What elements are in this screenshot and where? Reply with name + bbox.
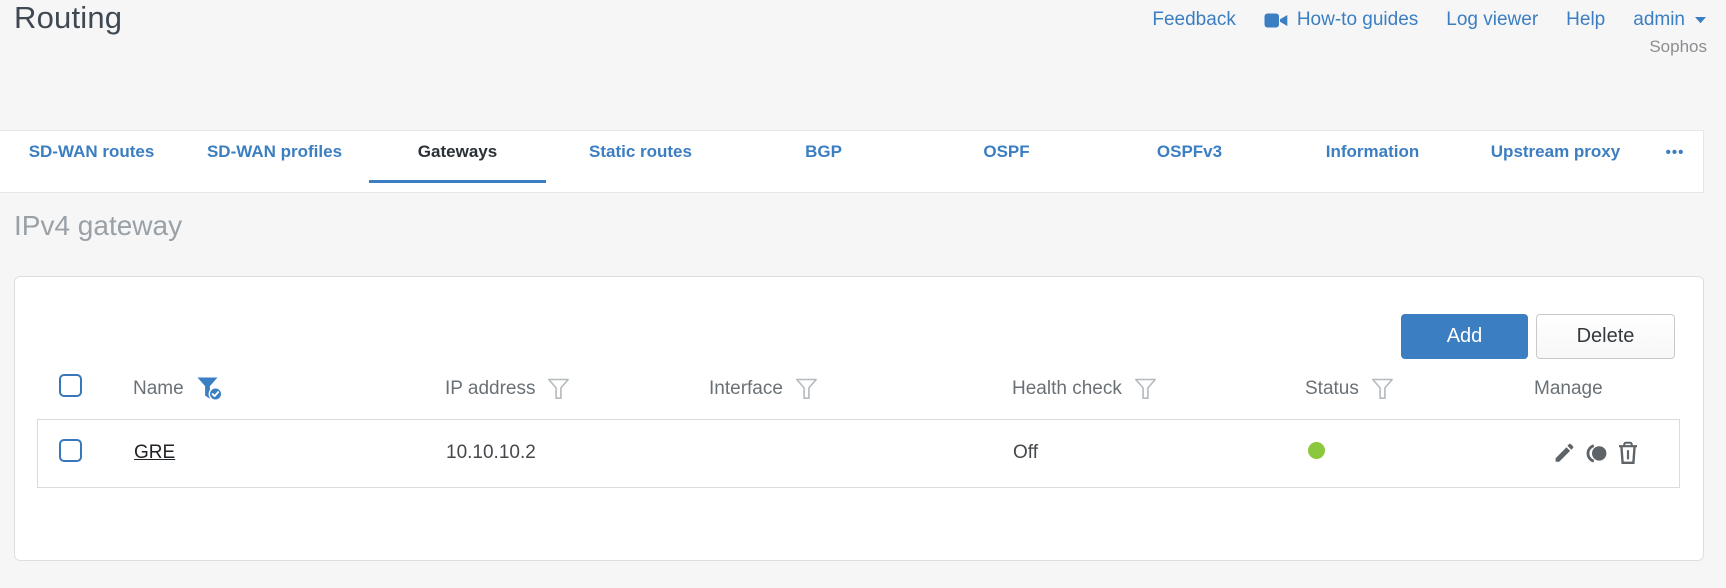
column-header-status: Status xyxy=(1305,377,1359,399)
tab-static-routes[interactable]: Static routes xyxy=(549,131,732,192)
column-header-health-check: Health check xyxy=(1012,377,1122,399)
tab-gateways[interactable]: Gateways xyxy=(366,131,549,192)
gateway-name-link[interactable]: GRE xyxy=(134,442,176,464)
admin-label: admin xyxy=(1633,9,1685,30)
column-header-ip-address: IP address xyxy=(445,377,536,399)
tab-information[interactable]: Information xyxy=(1281,131,1464,192)
ip-address-cell: 10.10.10.2 xyxy=(446,442,536,464)
row-checkbox[interactable] xyxy=(59,438,82,462)
tab-label: Gateways xyxy=(417,142,498,161)
manage-cell xyxy=(1535,441,1679,465)
table-header: Name IP address Interface xyxy=(37,359,1680,419)
video-camera-icon xyxy=(1264,12,1288,29)
tab-sd-wan-profiles[interactable]: SD-WAN profiles xyxy=(183,131,366,192)
tab-ospf[interactable]: OSPF xyxy=(915,131,1098,192)
brand-label: Sophos xyxy=(1649,37,1707,56)
filter-icon[interactable] xyxy=(1371,378,1394,400)
tab-ospfv3[interactable]: OSPFv3 xyxy=(1098,131,1281,192)
filter-icon[interactable] xyxy=(795,378,818,400)
page-title: Routing xyxy=(14,0,123,35)
table-row: GRE 10.10.10.2 Off xyxy=(37,418,1680,488)
tab-label: Upstream proxy xyxy=(1490,142,1621,161)
howto-guides-link[interactable]: How-to guides xyxy=(1264,9,1418,31)
clone-icon[interactable] xyxy=(1585,442,1608,465)
add-button[interactable]: Add xyxy=(1401,313,1528,359)
section-title: IPv4 gateway xyxy=(14,210,183,241)
column-header-manage: Manage xyxy=(1534,377,1603,399)
ipv4-gateway-card: Add Delete Name IP address xyxy=(14,275,1704,561)
delete-button[interactable]: Delete xyxy=(1536,313,1675,359)
table-toolbar: Add Delete xyxy=(15,313,1703,359)
help-link[interactable]: Help xyxy=(1566,9,1606,30)
tab-label: Static routes xyxy=(589,142,692,161)
top-nav: Feedback How-to guides Log viewer Help a… xyxy=(1152,9,1707,31)
status-dot xyxy=(1308,441,1325,459)
tab-label: SD-WAN profiles xyxy=(206,142,343,161)
tab-label: OSPF xyxy=(983,142,1030,161)
tab-more-menu[interactable]: ••• xyxy=(1647,131,1703,192)
more-dots-icon: ••• xyxy=(1665,143,1685,161)
health-check-cell: Off xyxy=(1013,442,1038,464)
tab-label: OSPFv3 xyxy=(1156,142,1223,161)
tab-upstream-proxy[interactable]: Upstream proxy xyxy=(1464,131,1647,192)
status-cell xyxy=(1306,441,1535,465)
tab-sd-wan-routes[interactable]: SD-WAN routes xyxy=(0,131,183,192)
admin-menu[interactable]: admin xyxy=(1633,9,1707,31)
filter-applied-icon[interactable] xyxy=(196,376,223,401)
chevron-down-icon xyxy=(1694,16,1707,24)
tab-label: BGP xyxy=(805,142,842,161)
page-header: Routing Feedback How-to guides Log viewe… xyxy=(0,0,1726,130)
howto-guides-label: How-to guides xyxy=(1296,9,1419,30)
log-viewer-link[interactable]: Log viewer xyxy=(1446,9,1539,30)
tab-bar: SD-WAN routes SD-WAN profiles Gateways S… xyxy=(0,130,1704,193)
app-root: Routing Feedback How-to guides Log viewe… xyxy=(0,0,1726,561)
feedback-link[interactable]: Feedback xyxy=(1152,9,1236,30)
column-header-interface: Interface xyxy=(709,377,783,399)
tab-bgp[interactable]: BGP xyxy=(732,131,915,192)
edit-pencil-icon[interactable] xyxy=(1552,441,1576,465)
select-all-checkbox[interactable] xyxy=(59,374,82,398)
column-header-name: Name xyxy=(133,377,184,399)
tab-label: Information xyxy=(1325,142,1420,161)
filter-icon[interactable] xyxy=(547,378,570,400)
filter-icon[interactable] xyxy=(1134,378,1157,400)
tab-label: SD-WAN routes xyxy=(28,142,155,161)
delete-trash-icon[interactable] xyxy=(1617,441,1639,465)
